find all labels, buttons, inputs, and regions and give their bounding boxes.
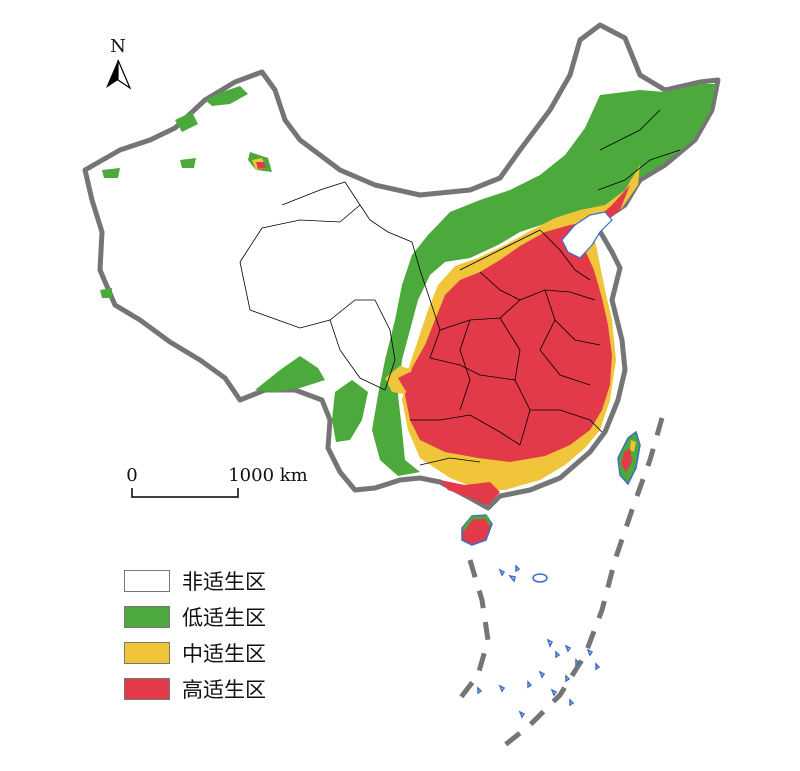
low-suitability-patch <box>175 112 198 132</box>
low-suitability-patch <box>100 288 112 298</box>
legend-label: 中适生区 <box>182 642 266 666</box>
scale-bar: 0 1000 km <box>126 465 308 498</box>
legend-item-high: 高适生区 <box>124 671 266 707</box>
low-suitability-zone <box>332 380 368 442</box>
province-boundaries <box>239 109 681 466</box>
low-suitability-patch <box>102 168 120 178</box>
legend-swatch <box>124 642 170 664</box>
high-suitability-zone <box>440 480 500 505</box>
scale-bar-start-label: 0 <box>126 465 137 486</box>
low-suitability-zone <box>255 356 325 392</box>
maritime-boundary-line <box>503 417 665 747</box>
high-suitability-patch <box>256 162 266 169</box>
hainan-green-rim <box>461 515 492 531</box>
north-arrow: N <box>106 36 132 90</box>
legend: 非适生区 低适生区 中适生区 高适生区 <box>124 563 266 707</box>
taiwan-high-zone <box>621 448 632 472</box>
legend-item-unsuitable: 非适生区 <box>124 563 266 599</box>
high-suitability-zone <box>398 372 425 392</box>
maritime-boundary-line <box>453 559 491 707</box>
legend-item-medium: 中适生区 <box>124 635 266 671</box>
islands <box>477 564 601 719</box>
scale-bar-end-label: 1000 km <box>228 465 308 486</box>
legend-label: 非适生区 <box>182 570 266 594</box>
taiwan-medium-zone <box>630 440 636 452</box>
legend-label: 高适生区 <box>182 678 266 702</box>
low-suitability-patch <box>205 86 248 106</box>
legend-swatch <box>124 570 170 592</box>
bohai-sea <box>561 211 613 259</box>
north-arrow-label: N <box>110 36 126 57</box>
legend-item-low: 低适生区 <box>124 599 266 635</box>
legend-label: 低适生区 <box>182 606 266 630</box>
low-suitability-patch <box>180 158 196 168</box>
legend-swatch <box>124 678 170 700</box>
legend-swatch <box>124 606 170 628</box>
